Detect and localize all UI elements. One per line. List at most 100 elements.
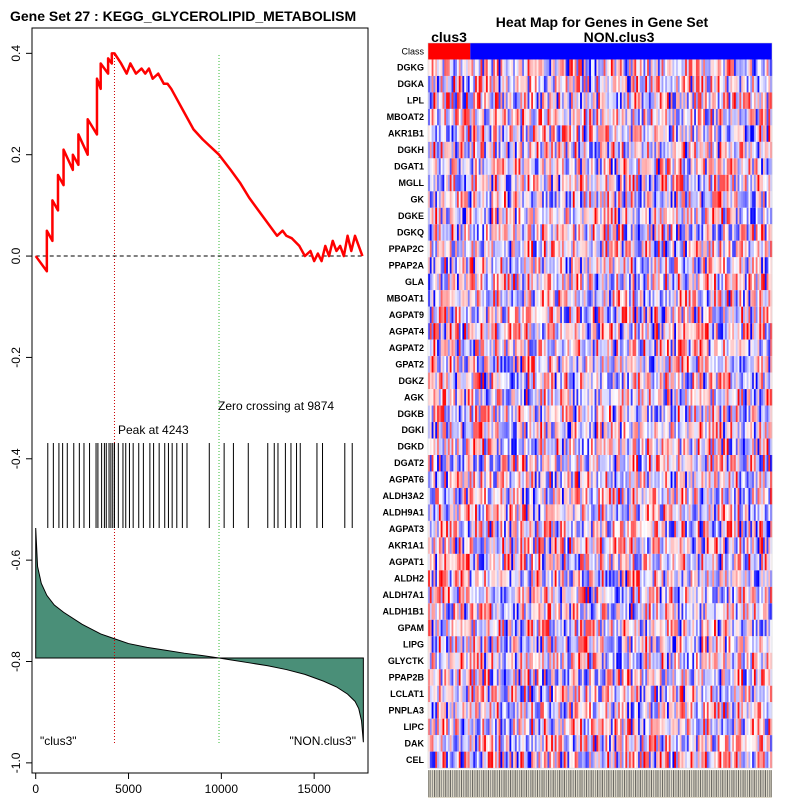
heatmap-cell xyxy=(728,59,731,76)
heatmap-cell xyxy=(547,290,550,307)
heatmap-cell xyxy=(516,257,519,274)
heatmap-cell xyxy=(433,438,436,455)
heatmap-cell xyxy=(489,191,492,208)
heatmap-cell xyxy=(504,356,507,373)
heatmap-cell xyxy=(473,471,476,488)
heatmap-cell xyxy=(614,405,617,423)
heatmap-cell xyxy=(639,438,642,455)
heatmap-cell xyxy=(703,389,706,406)
heatmap-cell xyxy=(569,306,572,324)
heatmap-cell xyxy=(762,75,766,93)
heatmap-cell xyxy=(509,306,512,324)
heatmap-cell xyxy=(571,422,574,439)
heatmap-cell xyxy=(616,240,619,258)
heatmap-cell xyxy=(625,290,628,307)
heatmap-cell xyxy=(540,59,543,76)
heatmap-cell xyxy=(498,257,501,274)
heatmap-cell xyxy=(721,405,724,423)
heatmap-cell xyxy=(681,224,684,241)
heatmap-cell xyxy=(589,372,592,390)
heatmap-cell xyxy=(628,405,632,423)
heatmap-cell xyxy=(489,306,492,324)
heatmap-cell xyxy=(663,257,666,274)
heatmap-cell xyxy=(580,438,583,455)
heatmap-cell xyxy=(712,273,715,291)
heatmap-cell xyxy=(554,224,557,241)
heatmap-cell xyxy=(688,389,691,406)
heatmap-cell xyxy=(471,290,474,307)
heatmap-cell xyxy=(645,339,648,357)
heatmap-cell xyxy=(456,59,460,76)
heatmap-cell xyxy=(447,455,451,472)
heatmap-cell xyxy=(672,191,675,208)
heatmap-cell xyxy=(525,339,528,357)
heatmap-cell xyxy=(428,75,431,93)
heatmap-cell xyxy=(761,174,764,192)
heatmap-cell xyxy=(656,273,659,291)
heatmap-cell xyxy=(648,455,651,472)
heatmap-cell xyxy=(703,75,706,93)
heatmap-cell xyxy=(619,389,623,406)
heatmap-cell xyxy=(489,471,492,488)
heatmap-cell xyxy=(484,240,487,258)
heatmap-cell xyxy=(446,75,449,93)
heatmap-cell xyxy=(496,191,499,208)
heatmap-row xyxy=(428,356,773,373)
heatmap-cell xyxy=(558,125,561,142)
heatmap-cell xyxy=(639,405,642,423)
heatmap-cell xyxy=(509,240,512,258)
heatmap-cell xyxy=(471,141,474,159)
heatmap-cell xyxy=(525,323,528,340)
heatmap-cell xyxy=(748,356,751,373)
heatmap-cell xyxy=(576,438,579,455)
heatmap-cell xyxy=(685,224,688,241)
heatmap-cell xyxy=(625,422,628,439)
heatmap-cell xyxy=(514,339,518,357)
heatmap-cell xyxy=(511,405,514,423)
heatmap-cell xyxy=(484,257,487,274)
heatmap-cell xyxy=(500,405,503,423)
heatmap-cell xyxy=(482,372,485,390)
heatmap-cell xyxy=(741,323,744,340)
heatmap-cell xyxy=(616,125,619,142)
heatmap-cell xyxy=(750,174,753,192)
heatmap-cell xyxy=(743,125,746,142)
heatmap-cell xyxy=(551,471,554,488)
heatmap-cell xyxy=(648,125,651,142)
heatmap-cell xyxy=(657,290,661,307)
heatmap-cell xyxy=(623,389,626,406)
heatmap-cell xyxy=(558,158,561,175)
heatmap-cell xyxy=(469,257,472,274)
heatmap-cell xyxy=(723,323,726,340)
heatmap-cell xyxy=(676,422,679,439)
heatmap-cell xyxy=(683,257,686,274)
heatmap-cell xyxy=(685,405,688,423)
heatmap-cell xyxy=(563,191,566,208)
heatmap-cell xyxy=(529,339,532,357)
heatmap-cell xyxy=(750,158,753,175)
y-tick-label: -1.0 xyxy=(9,752,23,773)
heatmap-cell xyxy=(621,405,624,423)
heatmap-cell xyxy=(585,141,588,159)
heatmap-cell xyxy=(685,306,688,324)
heatmap-row xyxy=(428,108,773,126)
heatmap-cell xyxy=(666,257,670,274)
heatmap-cell xyxy=(473,224,476,241)
heatmap-cell xyxy=(585,273,588,291)
heatmap-cell xyxy=(677,224,680,241)
heatmap-cell xyxy=(456,356,460,373)
heatmap-cell xyxy=(471,422,474,439)
heatmap-cell xyxy=(770,75,773,93)
heatmap-cell xyxy=(668,141,671,159)
heatmap-cell xyxy=(464,191,467,208)
heatmap-cell xyxy=(447,141,451,159)
heatmap-cell xyxy=(429,389,432,406)
heatmap-cell xyxy=(703,438,706,455)
heatmap-cell xyxy=(447,191,451,208)
heatmap-cell xyxy=(509,323,512,340)
heatmap-cell xyxy=(638,141,641,159)
heatmap-cell xyxy=(764,59,767,76)
heatmap-cell xyxy=(522,224,525,241)
heatmap-cell xyxy=(686,240,690,258)
heatmap-cell xyxy=(561,141,565,159)
